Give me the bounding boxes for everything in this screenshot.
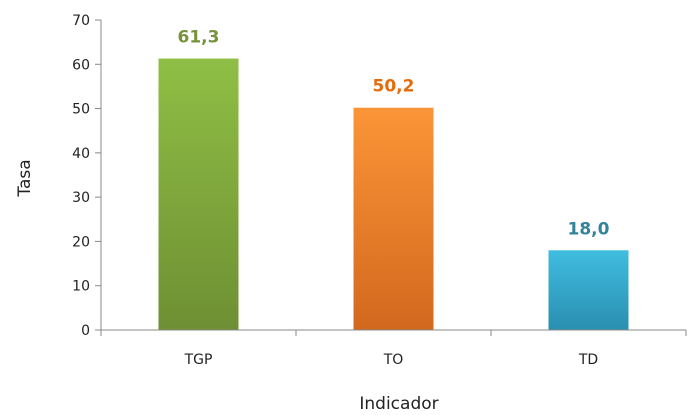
bar-tgp — [158, 58, 239, 331]
y-tick-label: 20 — [72, 234, 90, 250]
data-label-tgp: 61,3 — [178, 28, 220, 48]
x-tick-label-td: TD — [578, 352, 598, 368]
x-tick-label-tgp: TGP — [184, 352, 213, 368]
bars — [158, 58, 629, 331]
y-tick-label: 40 — [72, 146, 90, 162]
x-axis-title: Indicador — [359, 394, 438, 414]
x-tick-label-to: TO — [383, 352, 404, 368]
y-axis-title: Tasa — [15, 159, 35, 197]
y-tick-label: 30 — [72, 190, 90, 206]
y-axis-ticks: 0 10 20 30 40 50 60 70 — [72, 13, 101, 339]
y-tick-label: 70 — [72, 13, 90, 29]
data-label-td: 18,0 — [568, 219, 610, 239]
bar-to — [353, 107, 434, 330]
y-tick-label: 0 — [81, 323, 90, 339]
y-tick-label: 60 — [72, 57, 90, 73]
y-tick-label: 50 — [72, 102, 90, 118]
x-axis-ticks: TGP TO TD — [100, 330, 687, 368]
bar-td — [548, 250, 629, 330]
data-labels: 61,3 50,2 18,0 — [178, 28, 610, 240]
y-tick-label: 10 — [72, 279, 90, 295]
data-label-to: 50,2 — [373, 77, 415, 97]
